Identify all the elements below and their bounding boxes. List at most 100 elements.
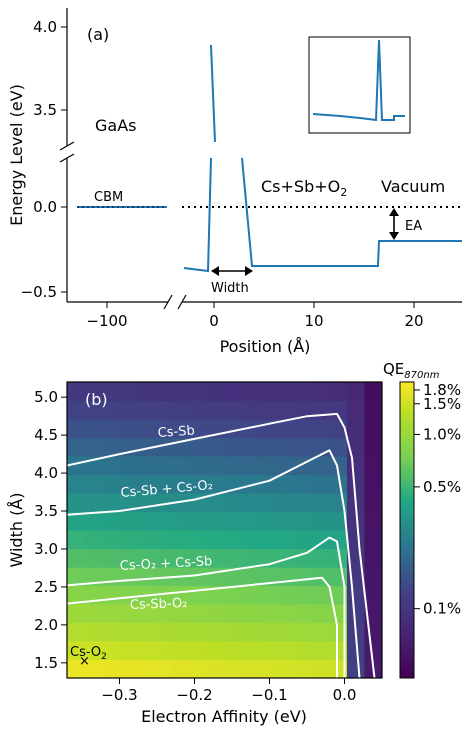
region-label: Cs+Sb+O2 [261, 177, 347, 199]
heatmap-cell [172, 419, 191, 439]
heatmap-cell [224, 437, 243, 457]
heatmap-cell [137, 659, 156, 678]
heatmap-cell [224, 585, 243, 605]
heatmap-cell [207, 437, 226, 457]
heatmap-cell [347, 419, 366, 439]
panel-b-x-tick-label: −0.2 [176, 686, 212, 704]
cs-o2-marker-label: Cs-O2 [70, 645, 107, 662]
heatmap-cell [224, 493, 243, 513]
heatmap-cell [189, 474, 208, 494]
heatmap-cell [277, 659, 296, 678]
heatmap-cell [67, 474, 86, 494]
heatmap-cell [277, 382, 296, 402]
heatmap-cell [312, 382, 331, 402]
heatmap-cell [137, 437, 156, 457]
heatmap-cell [189, 622, 208, 642]
heatmap-cell [172, 456, 191, 476]
heatmap-cell [84, 641, 103, 661]
panel-b-x-axis-label: Electron Affinity (eV) [141, 707, 307, 726]
heatmap-cell [224, 511, 243, 531]
heatmap-cell [277, 474, 296, 494]
panel-a-x-tick-label: −100 [86, 312, 127, 330]
heatmap-cell [154, 604, 173, 624]
heatmap-cell [172, 604, 191, 624]
heatmap-cell [259, 437, 278, 457]
heatmap-cell [224, 530, 243, 550]
heatmap-cell [364, 641, 382, 661]
heatmap-cell [224, 622, 243, 642]
y-break-mark-top [59, 141, 75, 151]
contour-label-cs-sb-o2: Cs-Sb-O₂ [130, 596, 188, 613]
colorbar [399, 381, 415, 679]
heatmap-cell [294, 622, 313, 642]
heatmap-cell [364, 511, 382, 531]
heatmap-cell [172, 641, 191, 661]
heatmap-cell [277, 437, 296, 457]
heatmap-cell [207, 622, 226, 642]
heatmap-cell [119, 419, 138, 439]
heatmap-cell [189, 659, 208, 678]
panel-a-x-tick-10: 10 [304, 302, 324, 330]
heatmap-cell [102, 567, 121, 587]
panel-b-y-tick-label: 4.5 [34, 426, 58, 444]
heatmap-cell [154, 585, 173, 605]
heatmap-cell [137, 511, 156, 531]
heatmap-cell [119, 585, 138, 605]
colorbar-tick-label: 1.5% [423, 395, 461, 413]
heatmap-cell [84, 419, 103, 439]
heatmap-cell [294, 511, 313, 531]
heatmap-cell [67, 400, 86, 420]
heatmap-cell [172, 474, 191, 494]
heatmap-cell [102, 659, 121, 678]
heatmap-cell [259, 382, 278, 402]
heatmap-cell [172, 530, 191, 550]
heatmap-cell [312, 604, 331, 624]
heatmap-cell [189, 567, 208, 587]
heatmap-cell [277, 419, 296, 439]
heatmap-cell [242, 659, 261, 678]
heatmap-cell [137, 456, 156, 476]
panel-b: Cs-Sb Cs-Sb + Cs-O₂ Cs-O₂ + Cs-Sb Cs-Sb-… [7, 360, 461, 726]
heatmap-cell [154, 400, 173, 420]
heatmap-cell [137, 641, 156, 661]
heatmap-cell [312, 659, 331, 678]
heatmap-cell [364, 437, 382, 457]
panel-a-y-tick-0.0: 0.0 [33, 198, 67, 216]
heatmap-cell [364, 567, 382, 587]
inset-profile [312, 39, 405, 122]
energy-profile-lower [183, 157, 212, 273]
heatmap-cell [224, 604, 243, 624]
heatmap-cell [242, 419, 261, 439]
heatmap-cell [329, 474, 348, 494]
heatmap-cell [329, 511, 348, 531]
heatmap-cell [329, 548, 348, 568]
heatmap-cell [294, 641, 313, 661]
heatmap-cell [207, 400, 226, 420]
heatmap-cell [329, 382, 348, 402]
panel-a-y-tick-label: −0.5 [21, 283, 57, 301]
heatmap-cell [119, 511, 138, 531]
heatmap-cell [189, 419, 208, 439]
heatmap-cell [294, 437, 313, 457]
cbm-label: CBM [94, 190, 123, 205]
heatmap-cell [347, 511, 366, 531]
heatmap-cell [277, 493, 296, 513]
panel-a-y-axis-label: Energy Level (eV) [7, 84, 26, 226]
contour-line-1 [67, 449, 361, 678]
heatmap-cell [189, 382, 208, 402]
heatmap-cell [347, 400, 366, 420]
heatmap-cell [364, 419, 382, 439]
x-break-mark-right [177, 294, 187, 310]
heatmap-cell [347, 659, 366, 678]
heatmap-cell [154, 511, 173, 531]
heatmap-cell [84, 474, 103, 494]
heatmap-cell [67, 511, 86, 531]
contour-lines [67, 412, 376, 678]
heatmap-cell [102, 585, 121, 605]
heatmap-cell [312, 400, 331, 420]
panel-a-x-tick-label: 0 [209, 312, 219, 330]
heatmap-cell [84, 493, 103, 513]
heatmap-cell [67, 585, 86, 605]
panel-a-x-tick--100: −100 [86, 302, 128, 330]
panel-a-x-tick-label: 10 [304, 312, 323, 330]
